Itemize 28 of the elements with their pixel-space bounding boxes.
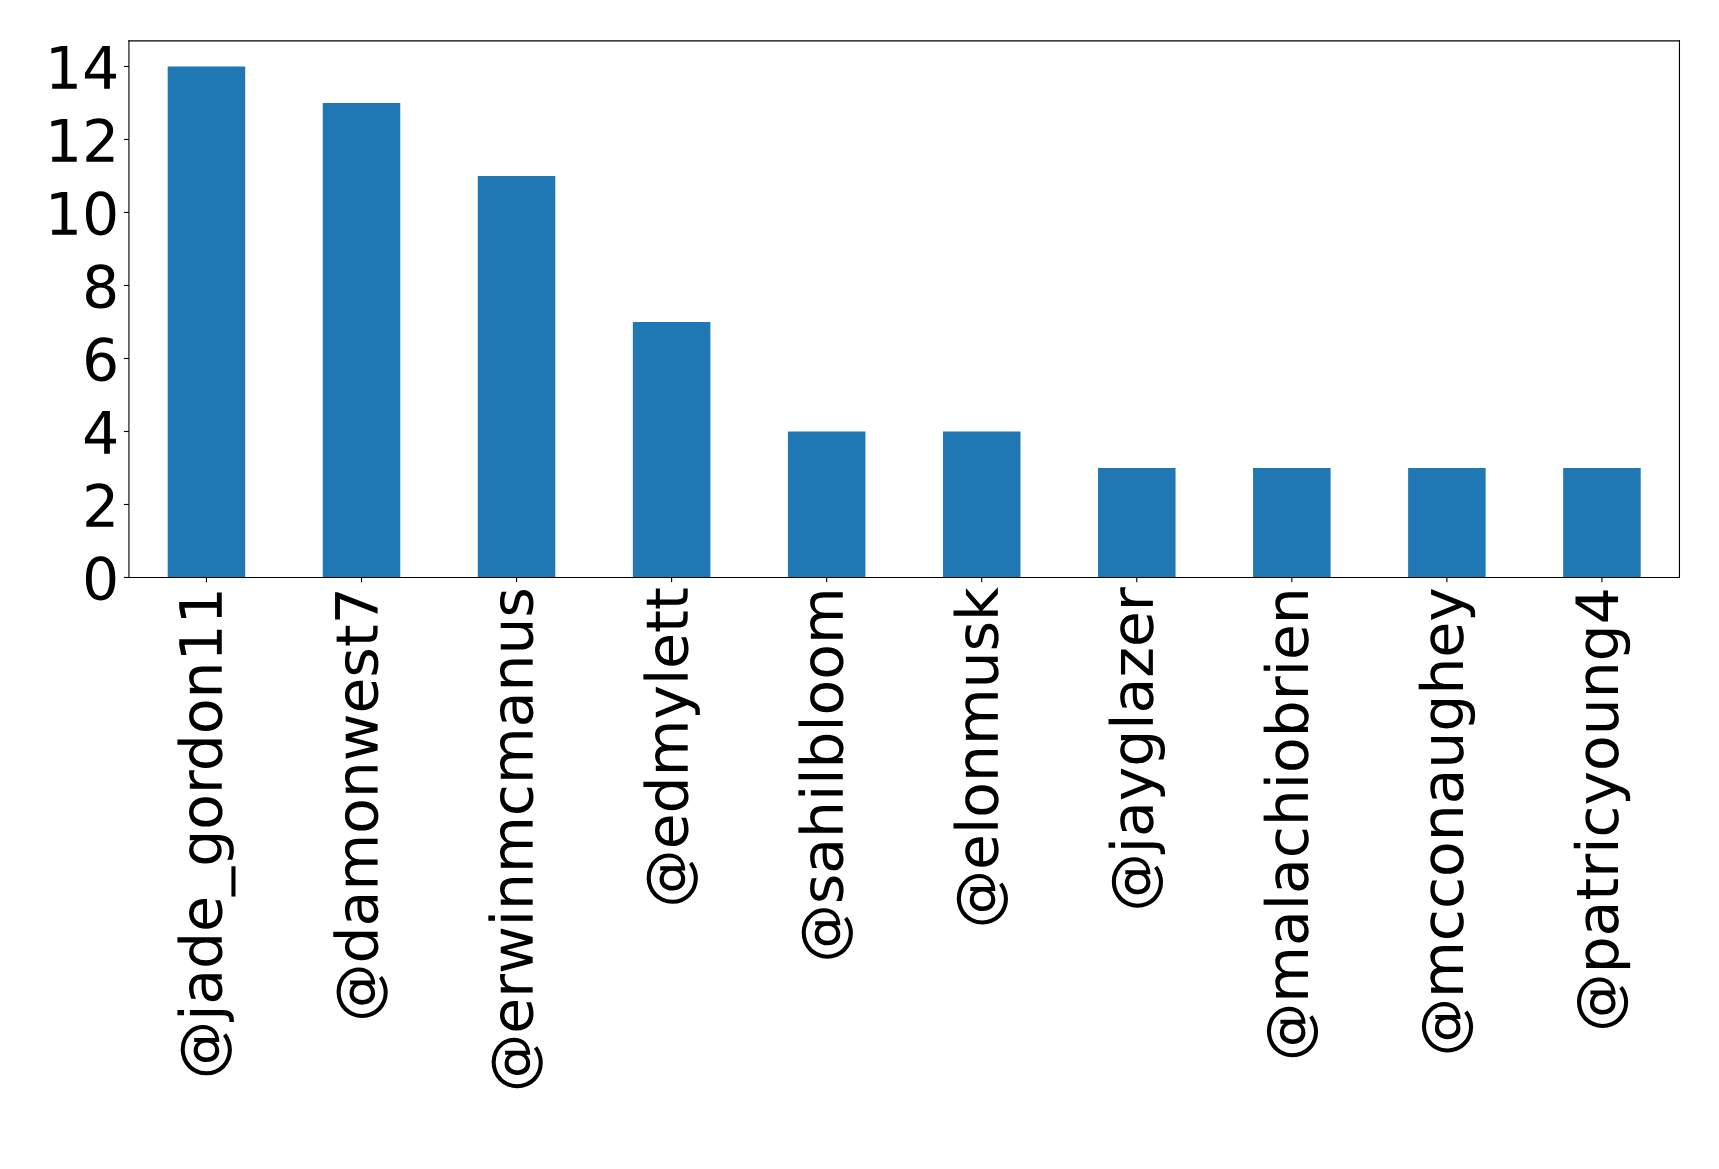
x-tick-label: @sahilbloom bbox=[798, 592, 853, 959]
bar bbox=[942, 431, 1021, 578]
bar bbox=[632, 321, 711, 578]
bar bbox=[1098, 467, 1176, 578]
bar bbox=[1408, 467, 1486, 578]
bar bbox=[1253, 467, 1331, 578]
y-tick-label: 6 bbox=[86, 337, 116, 382]
y-tick-label: 0 bbox=[85, 556, 116, 601]
x-tick-label: @damonwest7 bbox=[333, 592, 388, 1018]
y-tick-label: 2 bbox=[86, 483, 114, 527]
y-tick-label: 10 bbox=[51, 191, 116, 236]
bar bbox=[1563, 467, 1641, 578]
x-tick-label: @malachiobrien bbox=[1263, 592, 1319, 1058]
x-tick-label: @elonmusk bbox=[953, 587, 1008, 925]
x-tick-label: @jayglazer bbox=[1108, 587, 1165, 908]
bar bbox=[167, 66, 246, 578]
x-tick-label: @jade_gordon11 bbox=[177, 592, 236, 1076]
bar bbox=[322, 102, 401, 578]
bar bbox=[477, 175, 556, 578]
x-tick-label: @patricyoung4 bbox=[1573, 590, 1631, 1028]
y-tick-label: 4 bbox=[84, 411, 116, 454]
bar bbox=[787, 431, 866, 578]
y-tick-label: 14 bbox=[51, 46, 116, 89]
y-tick-label: 12 bbox=[51, 118, 114, 162]
x-tick-label: @edmylett bbox=[643, 588, 700, 904]
x-tick-label: @mcconaughey bbox=[1418, 588, 1476, 1053]
x-tick-label: @erwinmcmanus bbox=[488, 590, 543, 1089]
y-tick-label: 8 bbox=[86, 264, 116, 309]
